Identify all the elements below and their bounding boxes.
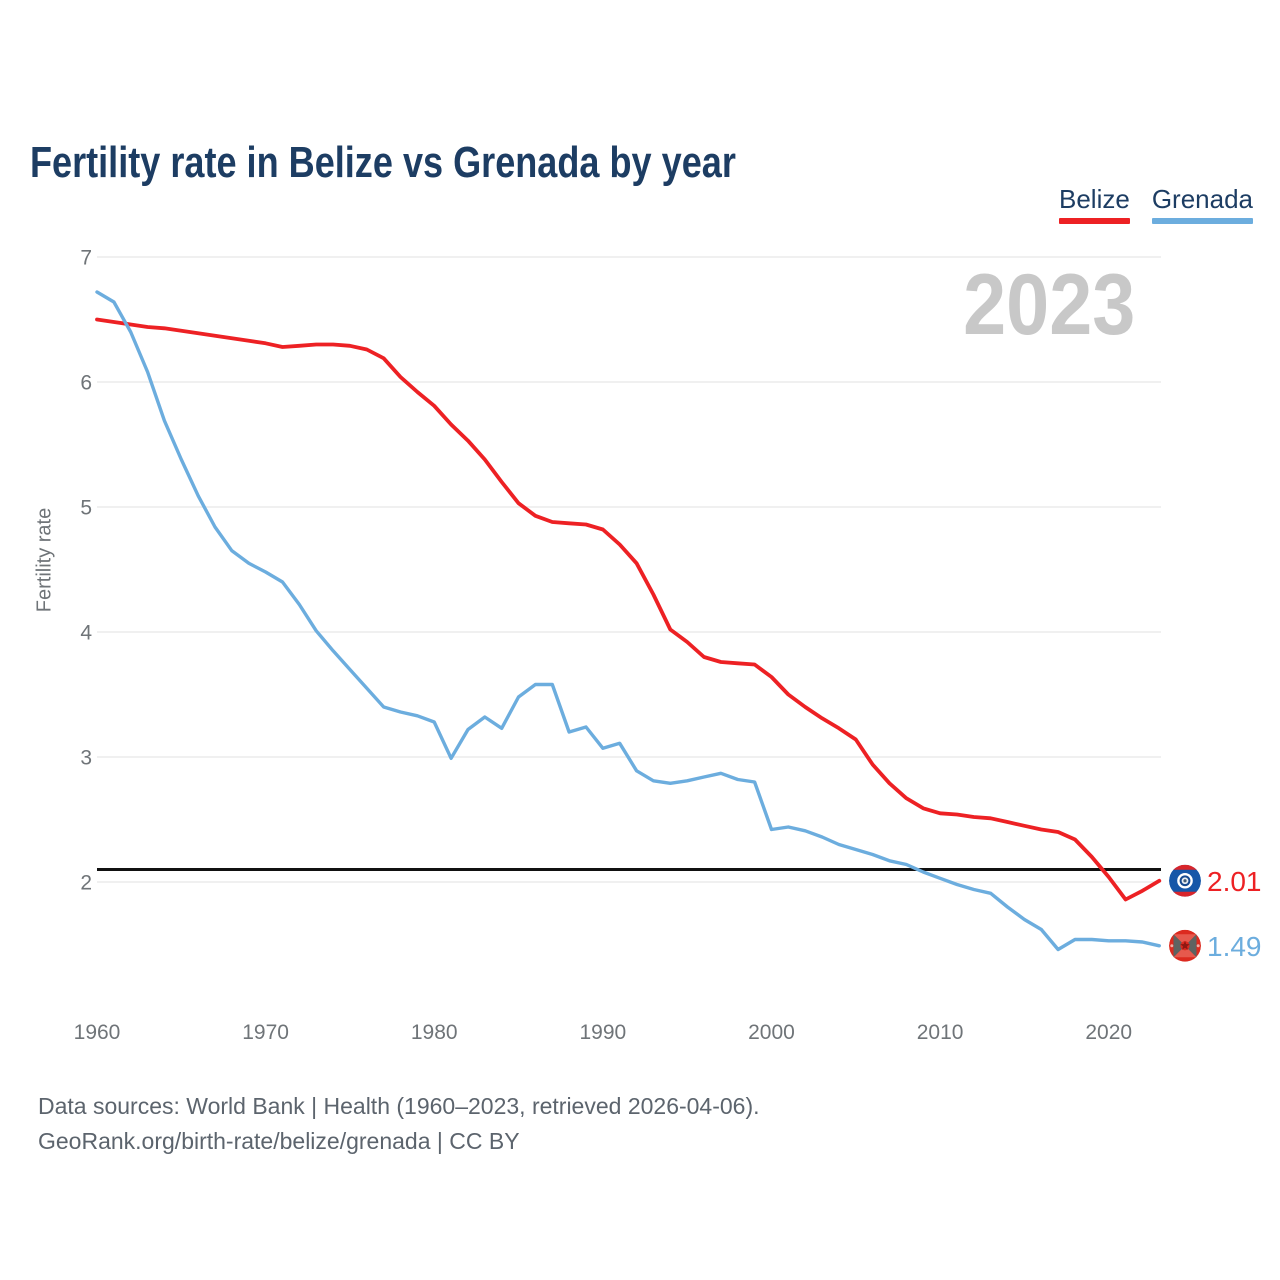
chart-footer: Data sources: World Bank | Health (1960–… <box>38 1089 760 1159</box>
grenada-line[interactable] <box>95 290 1162 952</box>
y-tick-label: 4 <box>80 622 92 645</box>
chart-legend: Belize Grenada <box>1058 184 1253 224</box>
legend-item-grenada[interactable]: Grenada <box>1151 184 1253 224</box>
belize-line[interactable] <box>95 317 1162 902</box>
x-tick-label: 1970 <box>242 1021 289 1044</box>
page-title: Fertility rate in Belize vs Grenada by y… <box>30 138 736 188</box>
year-watermark: 2023 <box>962 257 1135 353</box>
fertility-chart-canvas: 7 6 5 4 3 2 1960 1970 1980 1990 2000 2010 2020 2.01 1.… <box>74 247 1262 1045</box>
y-tick-label: 6 <box>80 372 92 395</box>
y-tick-label: 7 <box>80 247 92 270</box>
x-tick-label: 2010 <box>917 1021 964 1044</box>
legend-label-grenada: Grenada <box>1151 184 1253 214</box>
belize-end-value: 2.01 <box>1207 866 1262 897</box>
x-tick-label: 2020 <box>1085 1021 1132 1044</box>
data-sources-line: Data sources: World Bank | Health (1960–… <box>38 1093 760 1119</box>
x-tick-label: 1960 <box>74 1021 121 1044</box>
grenada-flag-icon <box>1169 929 1201 962</box>
legend-underline-belize <box>1058 217 1130 224</box>
y-tick-label: 2 <box>80 872 92 895</box>
x-tick-label: 1990 <box>579 1021 626 1044</box>
x-tick-label: 1980 <box>411 1021 458 1044</box>
attribution-line: GeoRank.org/birth-rate/belize/grenada | … <box>38 1128 520 1154</box>
x-tick-label: 2000 <box>748 1021 795 1044</box>
grenada-end-value: 1.49 <box>1207 931 1262 962</box>
legend-label-belize: Belize <box>1058 184 1130 214</box>
belize-flag-icon <box>1169 864 1201 897</box>
legend-underline-grenada <box>1151 217 1253 224</box>
y-tick-label: 5 <box>80 497 92 520</box>
legend-item-belize[interactable]: Belize <box>1058 184 1130 224</box>
y-tick-label: 3 <box>80 747 92 770</box>
